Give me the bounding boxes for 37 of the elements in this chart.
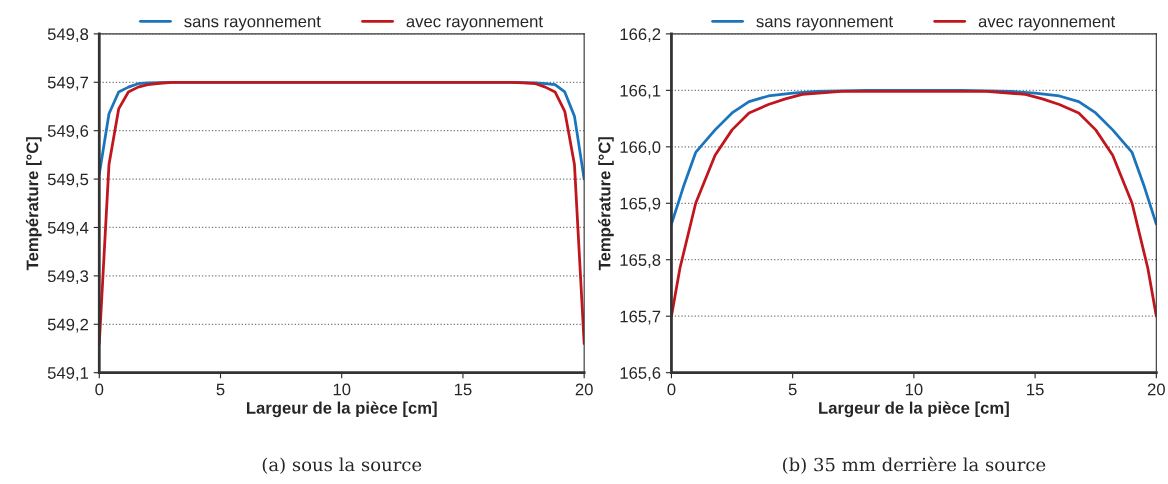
legend-label: sans rayonnement	[756, 16, 893, 31]
legend-label: avec rayonnement	[978, 16, 1116, 31]
y-tick-label: 549,2	[47, 318, 89, 333]
x-tick-label: 10	[333, 383, 351, 396]
y-tick-label: 549,3	[47, 270, 89, 285]
legend-label: avec rayonnement	[406, 16, 543, 31]
text: (b) 35 mm derrière la source	[783, 456, 1046, 474]
y-tick-label: 165,9	[620, 197, 661, 212]
x-tick-label: 0	[667, 383, 676, 396]
x-tick-label: 10	[905, 383, 923, 396]
line-series	[671, 90, 1157, 318]
legend-label: sans rayonnement	[184, 16, 321, 31]
x-tick-label: 20	[1147, 383, 1165, 396]
y-tick-label: 549,8	[47, 28, 89, 43]
y-tick-label: 549,6	[47, 125, 89, 139]
x-axis-title: Largeur de la pièce [cm]	[246, 401, 437, 418]
y-tick-label: 549,5	[47, 173, 89, 188]
y-tick-label: 165,6	[620, 367, 661, 381]
x-axis-title: Largeur de la pièce [cm]	[819, 401, 1009, 418]
y-tick-label: 165,8	[620, 254, 661, 268]
text: (a) sous la source	[262, 457, 422, 474]
x-tick-label: 15	[1027, 383, 1044, 396]
y-tick-label: 165,7	[620, 310, 661, 325]
x-tick-label: 5	[788, 383, 797, 396]
y-tick-label: 549,1	[47, 367, 89, 381]
x-tick-label: 0	[95, 383, 104, 396]
y-tick-label: 549,4	[47, 221, 89, 236]
y-axis-title: Température [°C]	[598, 137, 614, 271]
x-tick-label: 5	[216, 383, 225, 396]
y-tick-label: 549,7	[47, 76, 89, 91]
y-tick-label: 166,1	[620, 84, 661, 99]
line-series	[99, 80, 585, 346]
y-axis-title: Température [°C]	[25, 137, 42, 271]
y-tick-label: 166,0	[620, 141, 661, 155]
x-tick-label: 15	[454, 383, 472, 396]
x-tick-label: 20	[575, 383, 593, 396]
y-tick-label: 166,2	[620, 28, 661, 43]
